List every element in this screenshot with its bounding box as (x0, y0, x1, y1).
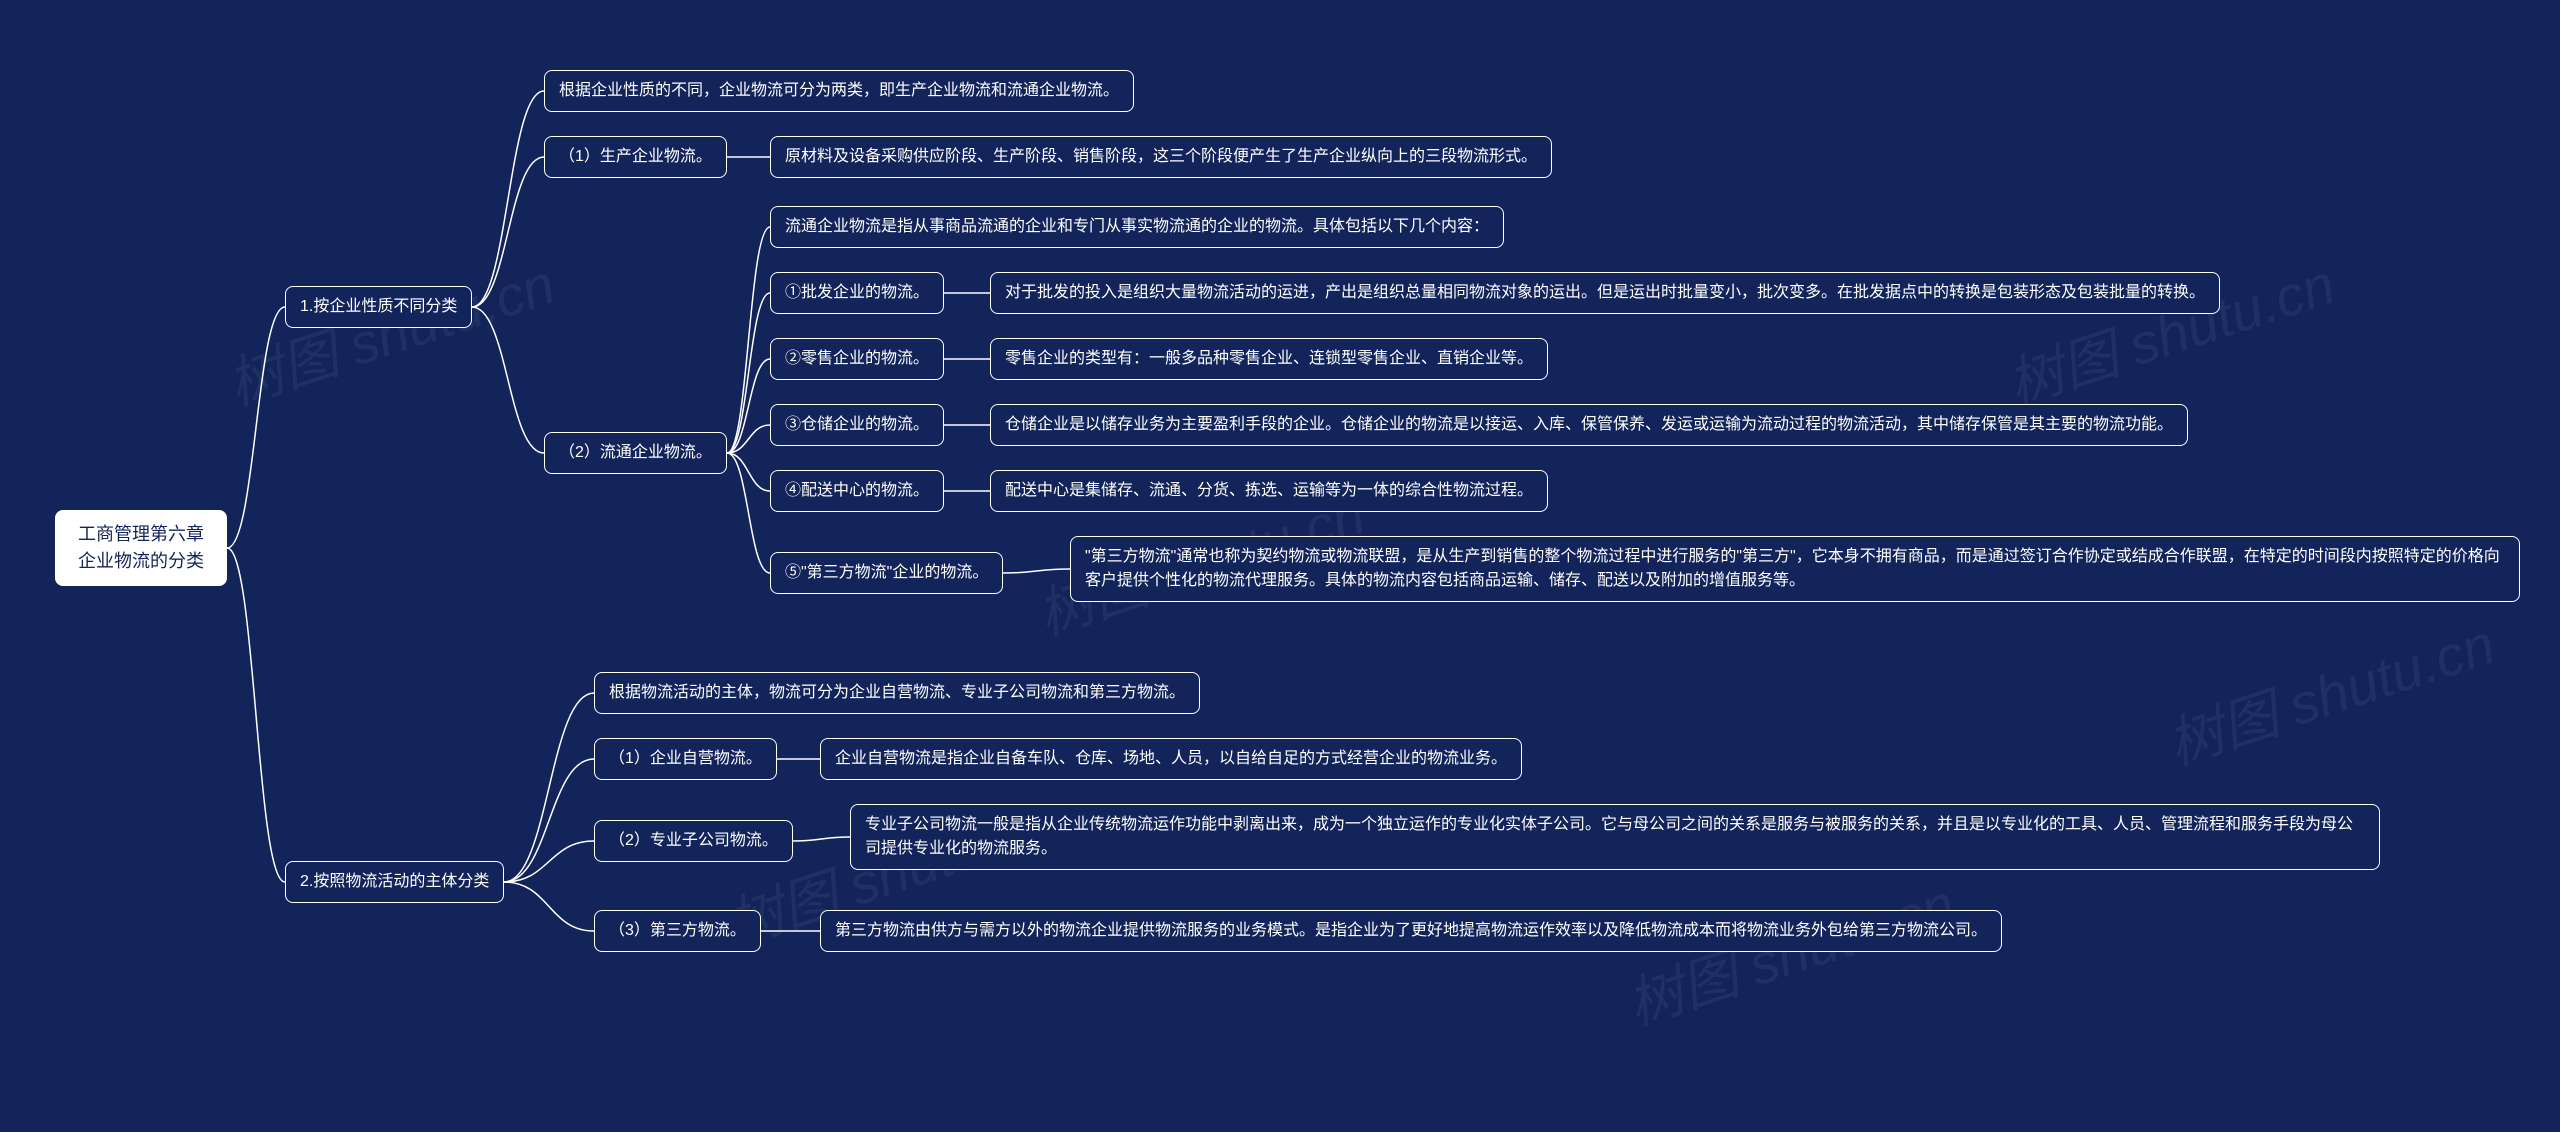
node-third-party-logistics-detail: 第三方物流由供方与需方以外的物流企业提供物流服务的业务模式。是指企业为了更好地提… (820, 910, 2002, 952)
node-circulation-enterprise: （2）流通企业物流。 (544, 432, 727, 474)
node-third-party-enterprise-detail: "第三方物流"通常也称为契约物流或物流联盟，是从生产到销售的整个物流过程中进行服… (1070, 536, 2520, 602)
node-wholesale: ①批发企业的物流。 (770, 272, 944, 314)
watermark: 树图 shutu.cn (216, 240, 564, 422)
node-self-operated-detail: 企业自营物流是指企业自备车队、仓库、场地、人员，以自给自足的方式经营企业的物流业… (820, 738, 1522, 780)
node-production-enterprise-detail: 原材料及设备采购供应阶段、生产阶段、销售阶段，这三个阶段便产生了生产企业纵向上的… (770, 136, 1552, 178)
node-production-enterprise: （1）生产企业物流。 (544, 136, 727, 178)
node-subsidiary: （2）专业子公司物流。 (594, 820, 793, 862)
root-line2: 企业物流的分类 (78, 551, 204, 571)
watermark: 树图 shutu.cn (2156, 600, 2504, 782)
branch-logistics-subject: 2.按照物流活动的主体分类 (285, 861, 504, 903)
node-third-party-logistics: （3）第三方物流。 (594, 910, 761, 952)
node-self-operated: （1）企业自营物流。 (594, 738, 777, 780)
node-retail-detail: 零售企业的类型有：一般多品种零售企业、连锁型零售企业、直销企业等。 (990, 338, 1548, 380)
node-circulation-intro: 流通企业物流是指从事商品流通的企业和专门从事实物流通的企业的物流。具体包括以下几… (770, 206, 1504, 248)
node-wholesale-detail: 对于批发的投入是组织大量物流活动的运进，产出是组织总量相同物流对象的运出。但是运… (990, 272, 2220, 314)
node-warehouse: ③仓储企业的物流。 (770, 404, 944, 446)
node-intro-enterprise-nature: 根据企业性质的不同，企业物流可分为两类，即生产企业物流和流通企业物流。 (544, 70, 1134, 112)
node-retail: ②零售企业的物流。 (770, 338, 944, 380)
root-node: 工商管理第六章 企业物流的分类 (55, 510, 227, 586)
node-subsidiary-detail: 专业子公司物流一般是指从企业传统物流运作功能中剥离出来，成为一个独立运作的专业化… (850, 804, 2380, 870)
root-line1: 工商管理第六章 (78, 524, 204, 544)
node-third-party-enterprise: ⑤"第三方物流"企业的物流。 (770, 552, 1003, 594)
node-warehouse-detail: 仓储企业是以储存业务为主要盈利手段的企业。仓储企业的物流是以接运、入库、保管保养… (990, 404, 2188, 446)
node-intro-logistics-subject: 根据物流活动的主体，物流可分为企业自营物流、专业子公司物流和第三方物流。 (594, 672, 1200, 714)
watermark: 树图 shutu.cn (1996, 240, 2344, 422)
node-distribution-center-detail: 配送中心是集储存、流通、分货、拣选、运输等为一体的综合性物流过程。 (990, 470, 1548, 512)
branch-enterprise-nature: 1.按企业性质不同分类 (285, 286, 472, 328)
node-distribution-center: ④配送中心的物流。 (770, 470, 944, 512)
